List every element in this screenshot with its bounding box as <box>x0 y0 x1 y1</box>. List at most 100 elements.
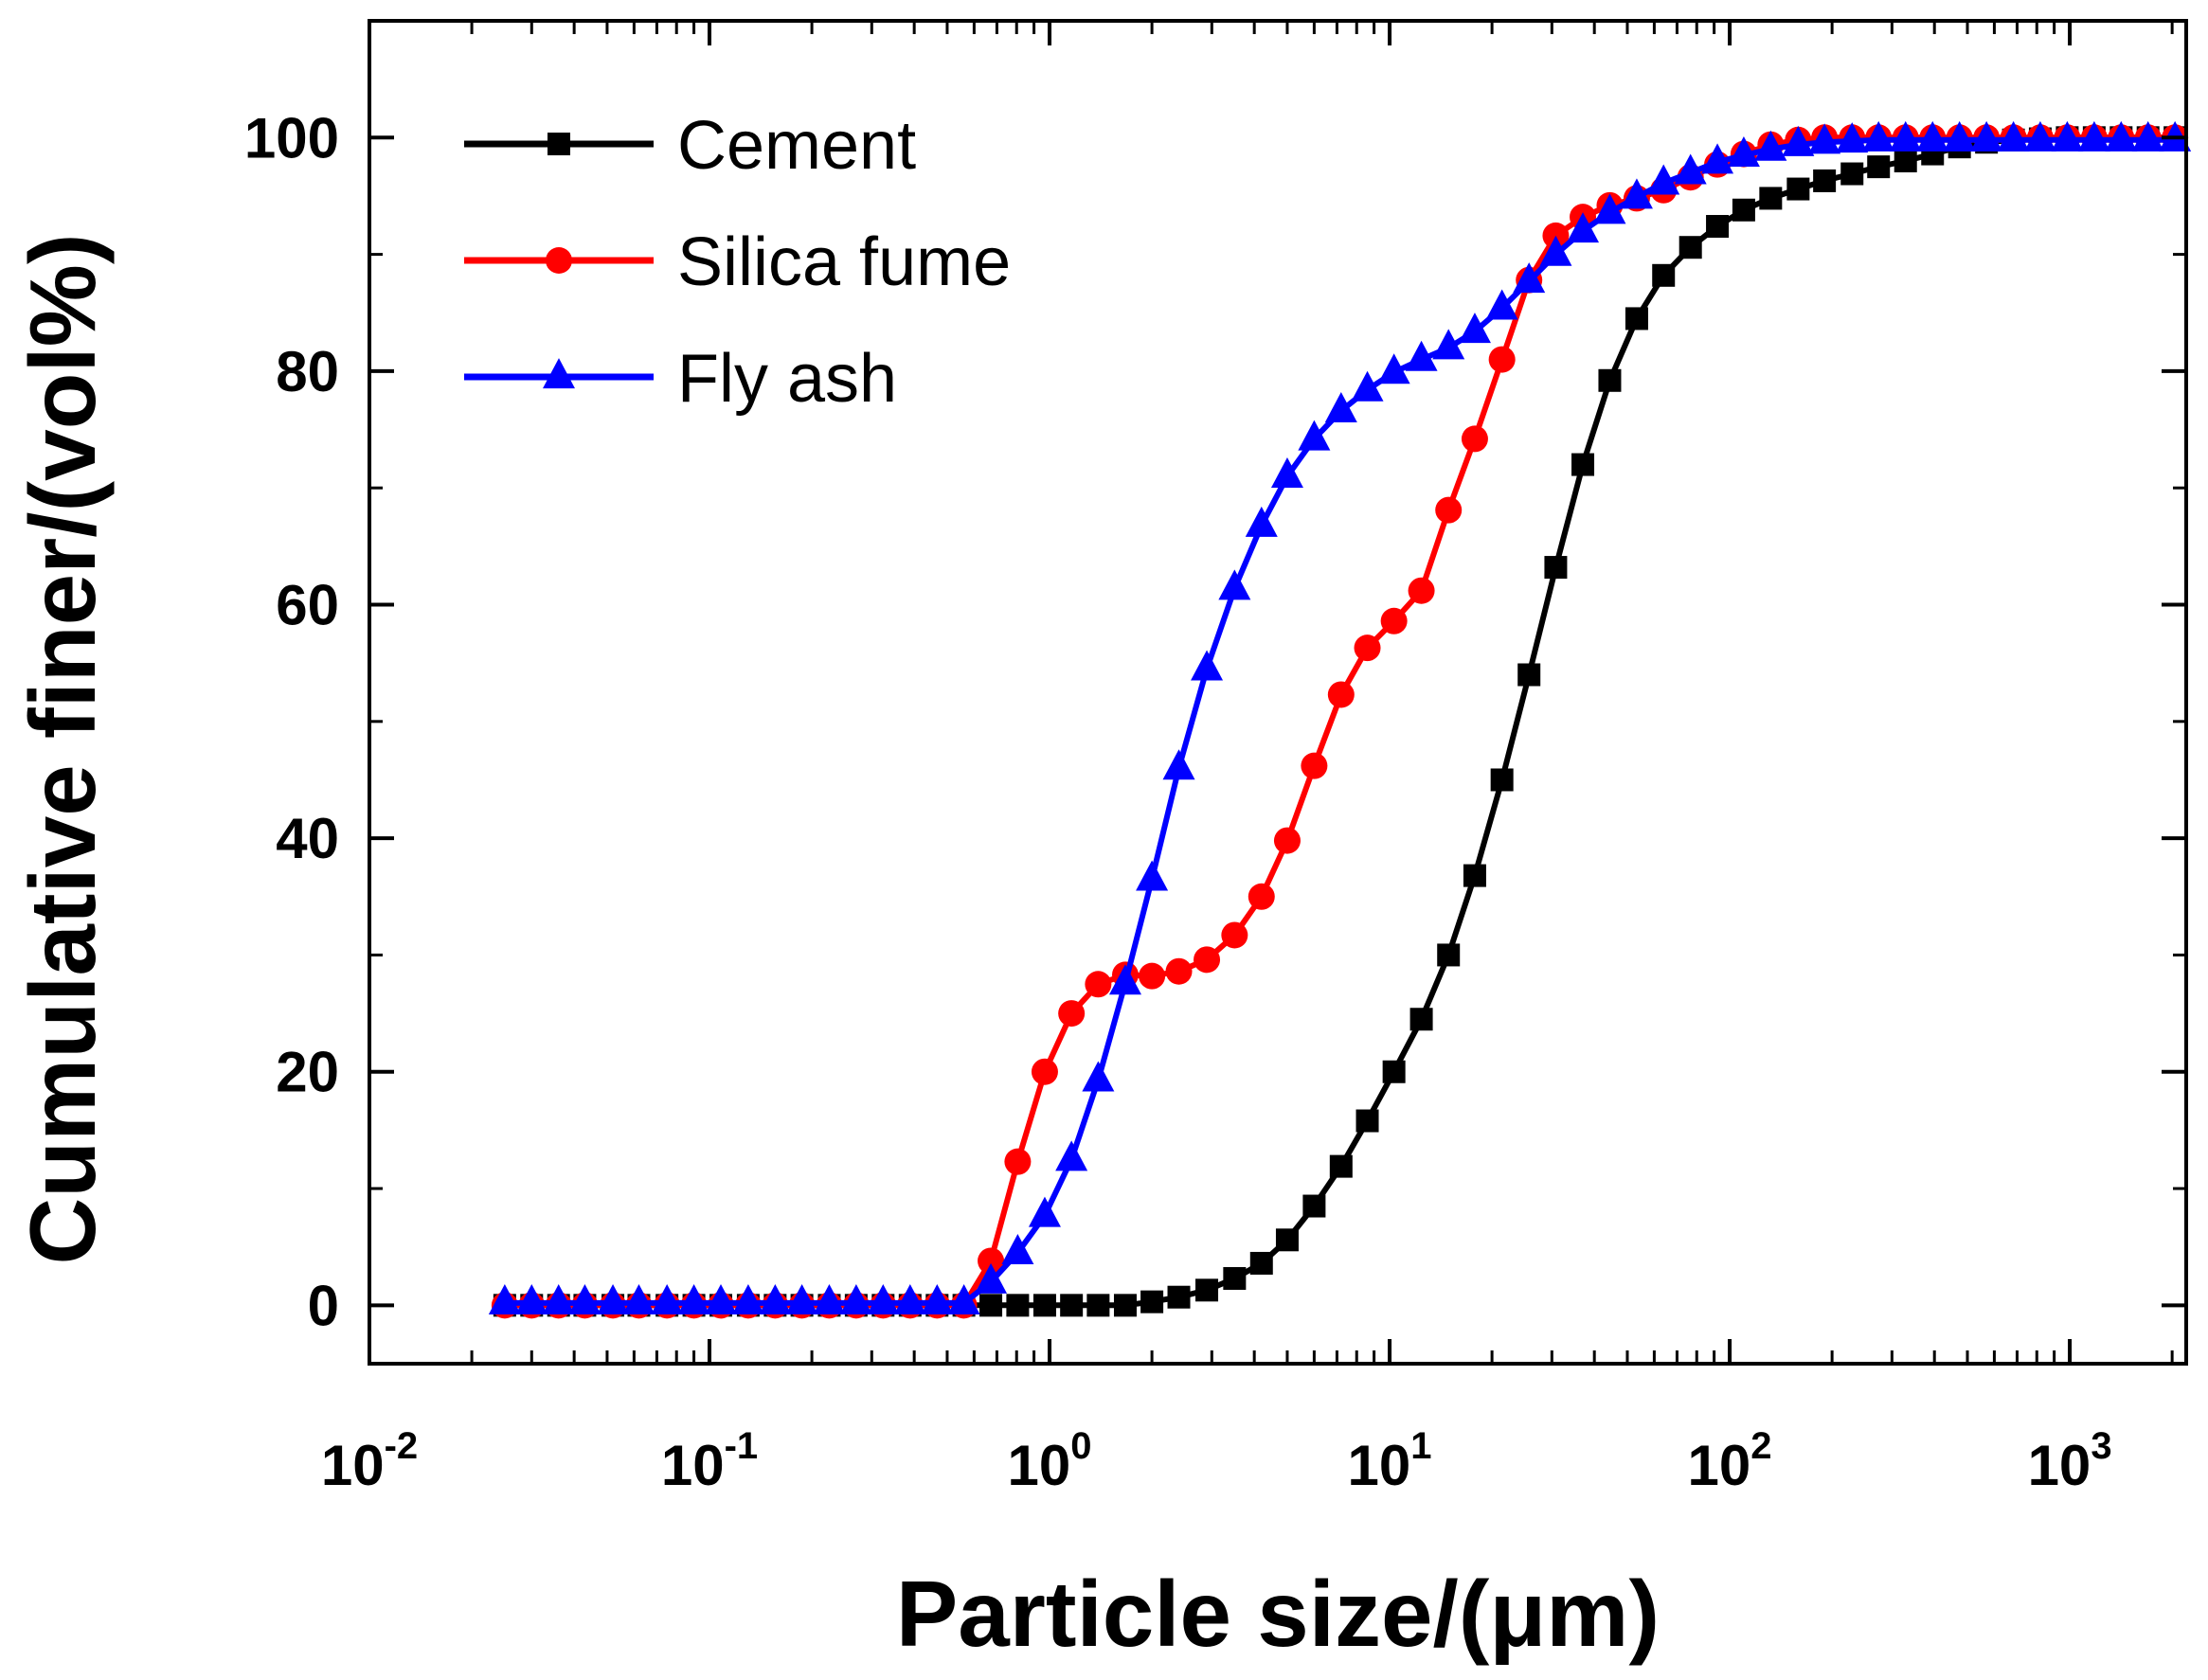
data-point-silica-fume <box>1408 577 1435 604</box>
data-point-silica-fume <box>1354 634 1381 662</box>
data-point-fly-ash <box>2077 120 2110 152</box>
data-point-cement <box>1329 1154 1353 1178</box>
legend-marker-cement <box>548 133 570 155</box>
data-point-fly-ash <box>1191 650 1224 681</box>
data-point-fly-ash <box>1351 370 1384 402</box>
legend: Cement Silica fume Fly ash <box>464 108 1011 417</box>
data-point-cement <box>1625 307 1648 331</box>
data-point-cement <box>1195 1278 1219 1302</box>
x-tick-label-exponent: 0 <box>1070 1425 1091 1467</box>
y-tick-label: 100 <box>244 106 339 170</box>
x-tick-label-base: 10 <box>2028 1434 2091 1497</box>
x-tick-label-base: 10 <box>1688 1434 1751 1497</box>
data-point-fly-ash <box>1001 1234 1034 1265</box>
data-point-cement <box>1652 263 1676 287</box>
data-point-fly-ash <box>1513 262 1546 294</box>
data-point-fly-ash <box>1298 420 1331 451</box>
data-point-fly-ash <box>515 1284 548 1315</box>
series-cement <box>493 126 2187 1317</box>
x-tick-label: 10-1 <box>661 1425 758 1497</box>
data-point-cement <box>1571 453 1595 476</box>
data-point-cement <box>1249 1251 1273 1275</box>
data-point-silica-fume <box>978 1247 1005 1275</box>
data-point-fly-ash <box>947 1284 980 1315</box>
data-point-fly-ash <box>975 1262 1008 1294</box>
data-point-cement <box>1706 215 1730 239</box>
legend-label-fly-ash: Fly ash <box>677 341 897 417</box>
data-point-fly-ash <box>893 1284 926 1315</box>
data-point-silica-fume <box>1380 607 1408 634</box>
data-point-fly-ash <box>1270 457 1303 489</box>
data-point-cement <box>1275 1228 1299 1252</box>
data-point-fly-ash <box>1136 860 1169 891</box>
data-point-fly-ash <box>1916 120 1949 152</box>
data-point-fly-ash <box>839 1284 872 1315</box>
legend-marker-fly-ash <box>543 358 575 389</box>
data-point-silica-fume <box>1435 496 1463 524</box>
data-point-fly-ash <box>1458 313 1491 344</box>
data-point-cement <box>1598 368 1622 392</box>
data-point-cement <box>1223 1266 1247 1290</box>
data-point-fly-ash <box>921 1284 954 1315</box>
data-point-cement <box>1006 1294 1030 1317</box>
data-point-cement <box>1867 155 1891 179</box>
data-point-fly-ash <box>1593 193 1626 224</box>
x-tick-label: 10-2 <box>321 1425 418 1497</box>
legend-label-silica-fume: Silica fume <box>677 224 1011 300</box>
data-point-cement <box>1409 1008 1433 1031</box>
series-silica-fume <box>491 124 2189 1319</box>
data-point-cement <box>1113 1294 1137 1317</box>
x-tick-label-exponent: 3 <box>2091 1425 2111 1467</box>
data-point-cement <box>1517 663 1541 687</box>
data-point-fly-ash <box>1405 340 1438 371</box>
data-point-cement <box>1086 1294 1110 1317</box>
x-tick-label: 103 <box>2028 1425 2112 1497</box>
data-point-fly-ash <box>1701 143 1734 174</box>
data-point-fly-ash <box>1836 122 1869 153</box>
series-line-fly-ash <box>504 136 2176 1306</box>
data-point-cement <box>1463 864 1486 887</box>
data-point-cement <box>1544 556 1568 580</box>
data-point-fly-ash <box>542 1284 575 1315</box>
data-point-fly-ash <box>705 1284 738 1315</box>
data-point-cement <box>1382 1060 1406 1083</box>
series-line-silica-fume <box>504 134 2176 1309</box>
data-point-fly-ash <box>1943 120 1976 152</box>
x-tick-label: 100 <box>1008 1425 1092 1497</box>
legend-item-cement: Cement <box>464 108 916 184</box>
x-axis-title: Particle size/(μm) <box>896 1562 1660 1666</box>
data-point-cement <box>1759 187 1783 210</box>
data-point-fly-ash <box>1324 391 1357 422</box>
data-point-fly-ash <box>1245 506 1278 537</box>
data-point-fly-ash <box>731 1284 764 1315</box>
data-point-fly-ash <box>2105 120 2138 152</box>
data-point-cement <box>1786 177 1810 201</box>
data-point-fly-ash <box>1674 153 1707 185</box>
data-point-silica-fume <box>1221 921 1248 949</box>
data-point-fly-ash <box>568 1284 601 1315</box>
x-tick-label-base: 10 <box>1008 1434 1071 1497</box>
data-point-fly-ash <box>1567 212 1600 243</box>
data-point-cement <box>1894 149 1917 172</box>
y-tick-label: 40 <box>276 807 339 870</box>
x-tick-label-exponent: -2 <box>385 1425 419 1467</box>
data-point-fly-ash <box>2051 120 2084 152</box>
data-point-cement <box>1032 1294 1056 1317</box>
data-point-fly-ash <box>1108 964 1141 995</box>
series-layer <box>488 120 2192 1319</box>
data-point-fly-ash <box>622 1284 655 1315</box>
data-point-fly-ash <box>1620 178 1653 209</box>
data-point-fly-ash <box>1377 353 1410 384</box>
data-point-cement <box>1167 1285 1191 1309</box>
data-point-fly-ash <box>1432 329 1465 360</box>
x-tick-label-base: 10 <box>661 1434 725 1497</box>
data-point-silica-fume <box>1139 962 1166 990</box>
data-point-fly-ash <box>597 1284 630 1315</box>
data-point-fly-ash <box>785 1284 818 1315</box>
data-point-fly-ash <box>1028 1196 1061 1227</box>
data-point-cement <box>1678 236 1702 259</box>
data-point-cement <box>1140 1290 1164 1314</box>
data-point-silica-fume <box>1058 1000 1086 1028</box>
data-point-cement <box>1355 1109 1379 1133</box>
